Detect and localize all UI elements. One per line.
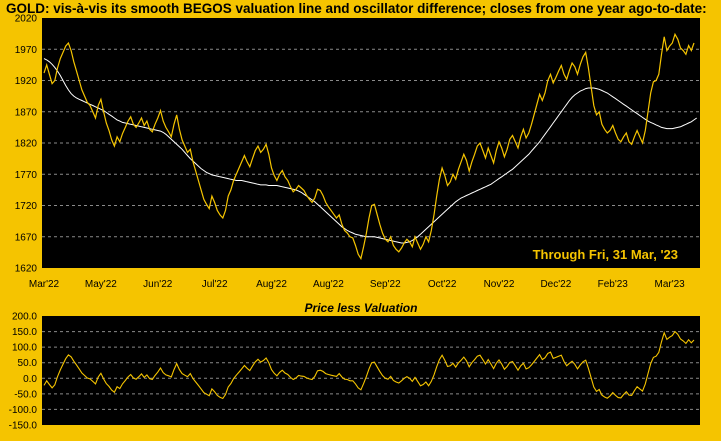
main-y-tick-label: 1670 bbox=[15, 232, 38, 243]
main-y-tick-label: 1970 bbox=[15, 45, 38, 56]
main-y-tick-label: 1870 bbox=[15, 107, 38, 118]
main-x-tick-label: Mar'23 bbox=[654, 279, 685, 290]
main-x-tick-label: Sep'22 bbox=[370, 279, 401, 290]
sub-y-tick-label: 150.0 bbox=[12, 327, 37, 338]
sub-y-tick-label: 0.0 bbox=[23, 374, 37, 385]
main-y-tick-label: 1620 bbox=[15, 264, 38, 275]
main-x-tick-label: Aug'22 bbox=[313, 279, 344, 290]
main-x-tick-label: Dec'22 bbox=[540, 279, 571, 290]
main-x-tick-label: Aug'22 bbox=[256, 279, 287, 290]
main-y-tick-label: 1770 bbox=[15, 170, 38, 181]
sub-y-tick-label: -100.0 bbox=[9, 405, 38, 416]
sub-grid bbox=[42, 331, 700, 410]
price-line bbox=[43, 32, 695, 261]
chart-title: GOLD: vis-à-vis its smooth BEGOS valuati… bbox=[6, 1, 707, 16]
main-y-tick-label: 1720 bbox=[15, 201, 38, 212]
oscillator-title: Price less Valuation bbox=[305, 301, 418, 315]
main-x-tick-label: Nov'22 bbox=[484, 279, 515, 290]
main-x-ticks: Mar'22 May'22 Jun'22 Jul'22 Aug'22 Aug'22 Sep'… bbox=[29, 279, 685, 290]
main-y-ticks: 2020 1970 1920 1870 1820 1770 1720 1670 1620 bbox=[15, 14, 38, 275]
through-date-annotation: Through Fri, 31 Mar, '23 bbox=[533, 247, 678, 262]
sub-y-tick-label: -50.0 bbox=[14, 389, 37, 400]
sub-y-ticks: 200.0 150.0 100.0 50.0 0.0 -50.0 -100.0 -150.0 bbox=[9, 312, 38, 432]
sub-y-tick-label: -150.0 bbox=[9, 421, 38, 432]
oscillator-line bbox=[43, 330, 695, 400]
sub-plot-background bbox=[42, 316, 700, 425]
sub-y-tick-label: 50.0 bbox=[18, 358, 38, 369]
main-y-tick-label: 1920 bbox=[15, 76, 38, 87]
main-y-tick-label: 1820 bbox=[15, 139, 38, 150]
main-x-tick-label: Jul'22 bbox=[202, 279, 228, 290]
sub-y-tick-label: 200.0 bbox=[12, 312, 37, 323]
main-x-tick-label: Mar'22 bbox=[29, 279, 60, 290]
main-x-tick-label: May'22 bbox=[85, 279, 117, 290]
sub-y-tick-label: 100.0 bbox=[12, 343, 37, 354]
main-x-tick-label: Jun'22 bbox=[143, 279, 173, 290]
main-y-tick-label: 2020 bbox=[15, 14, 38, 25]
main-x-tick-label: Feb'23 bbox=[598, 279, 629, 290]
main-x-tick-label: Oct'22 bbox=[428, 279, 457, 290]
